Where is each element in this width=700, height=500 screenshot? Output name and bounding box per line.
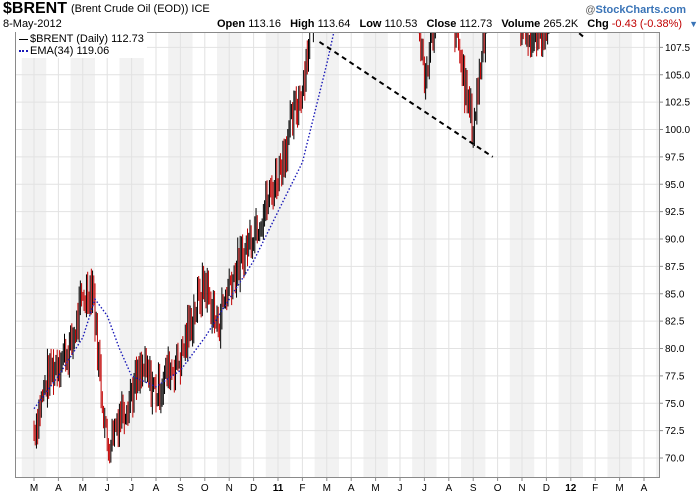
high-value: 113.64 <box>317 18 351 30</box>
y-tick-label: 75.0 <box>665 399 685 410</box>
y-tick-label: 70.0 <box>665 454 685 465</box>
ohlc-readout: Open 113.16 High 113.64 Low 110.53 Close… <box>217 18 698 31</box>
legend-price-label: $BRENT (Daily) 112.73 <box>30 33 144 45</box>
x-tick-label: A <box>348 483 355 494</box>
grid-lines <box>16 19 659 477</box>
x-tick-label: F <box>592 483 598 494</box>
y-tick-label: 95.0 <box>665 180 685 191</box>
x-tick-label: A <box>153 483 160 494</box>
x-axis: M A M J J A S O N D 11 F M A M J J A S O N D 12 F M A <box>30 477 648 494</box>
x-tick-label: J <box>398 483 403 494</box>
volume-value: 265.2K <box>543 18 579 30</box>
copyright-icon: @ <box>585 5 596 16</box>
price-series <box>33 0 675 464</box>
y-tick-label: 85.0 <box>665 289 685 300</box>
x-tick-label: N <box>518 483 525 494</box>
month-bands <box>21 33 659 477</box>
y-tick-label: 80.0 <box>665 344 685 355</box>
trendline <box>318 41 494 158</box>
x-tick-label: M <box>323 483 331 494</box>
x-tick-label: A <box>445 483 452 494</box>
x-tick-label: M <box>371 483 379 494</box>
low-value: 110.53 <box>384 18 418 30</box>
chg-value: -0.43 (-0.38%) <box>611 18 683 30</box>
y-tick-label: 82.5 <box>665 317 685 328</box>
x-tick-label: A <box>55 483 62 494</box>
y-axis: 70.0 72.5 75.0 77.5 80.0 82.5 85.0 87.5 90.0 92.5… <box>659 16 690 465</box>
x-tick-label: 11 <box>273 483 284 494</box>
y-tick-label: 105.0 <box>665 70 690 81</box>
chart-date: 8-May-2012 <box>3 18 62 30</box>
volume-label: Volume <box>501 18 541 30</box>
y-tick-label: 107.5 <box>665 43 690 54</box>
y-tick-label: 92.5 <box>665 207 685 218</box>
plot-frame <box>15 32 660 478</box>
x-tick-label: J <box>422 483 427 494</box>
dotted-swatch-icon <box>19 50 28 53</box>
y-tick-label: 90.0 <box>665 235 685 246</box>
x-tick-label: D <box>250 483 257 494</box>
line-swatch-icon <box>19 38 28 40</box>
y-tick-label: 77.5 <box>665 371 685 382</box>
low-label: Low <box>359 18 382 30</box>
symbol-description: (Brent Crude Oil (EOD)) ICE <box>71 3 210 15</box>
brand-logo[interactable]: @StockCharts.com <box>585 4 686 17</box>
open-label: Open <box>217 18 246 30</box>
chart-legend: $BRENT (Daily) 112.73 EMA(34) 119.06 <box>16 32 147 58</box>
month-band <box>656 33 659 477</box>
y-tick-label: 72.5 <box>665 426 685 437</box>
symbol-title: $BRENT <box>3 0 68 17</box>
y-tick-label: 102.5 <box>665 98 690 109</box>
y-tick-label: 87.5 <box>665 262 685 273</box>
y-tick-label: 97.5 <box>665 152 685 163</box>
x-tick-label: J <box>105 483 110 494</box>
x-tick-label: O <box>201 483 209 494</box>
legend-ema-label: EMA(34) 119.06 <box>30 45 110 57</box>
brand-name: StockCharts.com <box>595 4 686 16</box>
close-value: 112.73 <box>459 18 493 30</box>
chg-label: Chg <box>587 18 609 30</box>
x-tick-label: M <box>30 483 38 494</box>
x-tick-label: J <box>129 483 134 494</box>
legend-ema: EMA(34) 119.06 <box>19 45 144 57</box>
open-value: 113.16 <box>248 18 282 30</box>
legend-price: $BRENT (Daily) 112.73 <box>19 33 144 45</box>
high-label: High <box>290 18 315 30</box>
x-tick-label: M <box>615 483 623 494</box>
close-label: Close <box>426 18 457 30</box>
x-tick-label: O <box>494 483 502 494</box>
x-tick-label: M <box>79 483 87 494</box>
x-tick-label: A <box>641 483 648 494</box>
x-tick-label: F <box>299 483 305 494</box>
triangle-down-icon[interactable]: ▼ <box>689 19 699 29</box>
x-tick-label: S <box>470 483 477 494</box>
y-tick-label: 100.0 <box>665 125 690 136</box>
trendlines <box>318 0 584 158</box>
x-tick-label: N <box>226 483 233 494</box>
x-tick-label: S <box>177 483 184 494</box>
x-tick-label: 12 <box>565 483 577 494</box>
x-tick-label: D <box>543 483 550 494</box>
chart-header: $BRENT (Brent Crude Oil (EOD)) ICE 8-May… <box>0 0 700 32</box>
